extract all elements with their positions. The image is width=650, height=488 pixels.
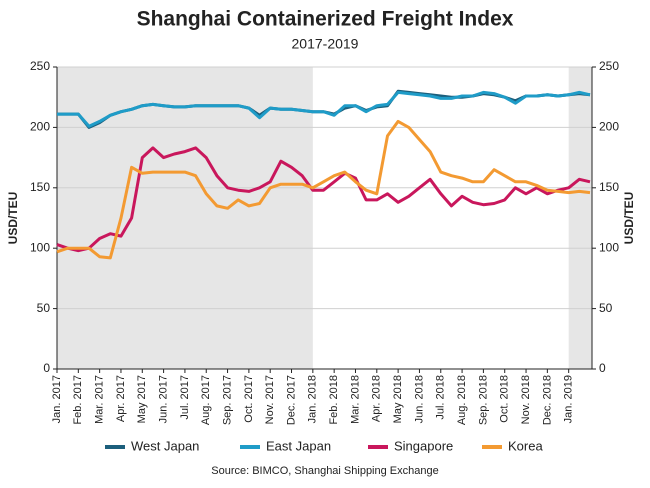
x-tick-label: Feb. 2018: [328, 375, 340, 425]
x-tick-label: Nov. 2018: [520, 375, 532, 424]
x-tick-label: Feb. 2017: [72, 375, 84, 425]
y2-tick-label: 250: [599, 59, 619, 73]
legend-label: Korea: [508, 438, 543, 453]
legend-label: West Japan: [131, 438, 199, 453]
y-tick-label: 100: [30, 240, 50, 254]
x-tick-label: Jan. 2019: [563, 375, 575, 423]
shade-band: [568, 67, 592, 369]
x-tick-label: Mar. 2017: [94, 375, 106, 424]
legend-label: Singapore: [394, 438, 453, 453]
y2-tick-label: 200: [599, 120, 619, 134]
y-tick-label: 250: [30, 59, 50, 73]
y-tick-label: 0: [43, 361, 50, 375]
y2-tick-label: 50: [599, 301, 613, 315]
x-tick-label: Aug. 2018: [456, 375, 468, 425]
x-tick-label: Jan. 2018: [307, 375, 319, 423]
legend-item: East Japan: [240, 438, 331, 453]
x-tick-label: May 2018: [392, 375, 404, 423]
legend-item: Korea: [482, 438, 543, 453]
x-tick-label: May 2017: [136, 375, 148, 423]
x-tick-label: Jun. 2018: [413, 375, 425, 423]
x-tick-label: Jan. 2017: [51, 375, 63, 423]
x-tick-label: Dec. 2018: [541, 375, 553, 425]
legend-label: East Japan: [266, 438, 331, 453]
y2-tick-label: 0: [599, 361, 606, 375]
legend-item: West Japan: [105, 438, 199, 453]
chart-subtitle: 2017-2019: [292, 36, 359, 52]
series-line: [57, 90, 591, 128]
x-tick-label: Sep. 2018: [477, 375, 489, 425]
x-tick-label: Jul. 2018: [435, 375, 447, 420]
y2-tick-label: 100: [599, 240, 619, 254]
x-tick-label: Oct. 2018: [499, 375, 511, 423]
x-tick-label: Oct. 2017: [243, 375, 255, 423]
x-tick-label: Apr. 2017: [115, 375, 127, 422]
x-tick-label: Aug. 2017: [200, 375, 212, 425]
chart-title: Shanghai Containerized Freight Index: [137, 8, 514, 31]
x-tick-label: Mar. 2018: [349, 375, 361, 424]
x-tick-label: Nov. 2017: [264, 375, 276, 424]
series-line: [56, 119, 591, 260]
x-tick-label: Sep. 2017: [221, 375, 233, 425]
shade-band: [57, 67, 313, 369]
x-tick-label: Dec. 2017: [285, 375, 297, 425]
series-line: [56, 146, 591, 253]
y-tick-label: 50: [37, 301, 51, 315]
x-tick-label: Jul. 2017: [179, 375, 191, 420]
y-tick-label: 200: [30, 120, 50, 134]
legend-item: Singapore: [368, 438, 453, 453]
y2-axis-label: USD/TEU: [622, 192, 636, 245]
x-tick-label: Apr. 2018: [371, 375, 383, 422]
y-tick-label: 150: [30, 180, 50, 194]
x-tick-label: Jun. 2017: [158, 375, 170, 423]
source: Source: BIMCO, Shanghai Shipping Exchang…: [211, 465, 438, 477]
y2-tick-label: 150: [599, 180, 619, 194]
y-axis-label: USD/TEU: [6, 192, 20, 245]
